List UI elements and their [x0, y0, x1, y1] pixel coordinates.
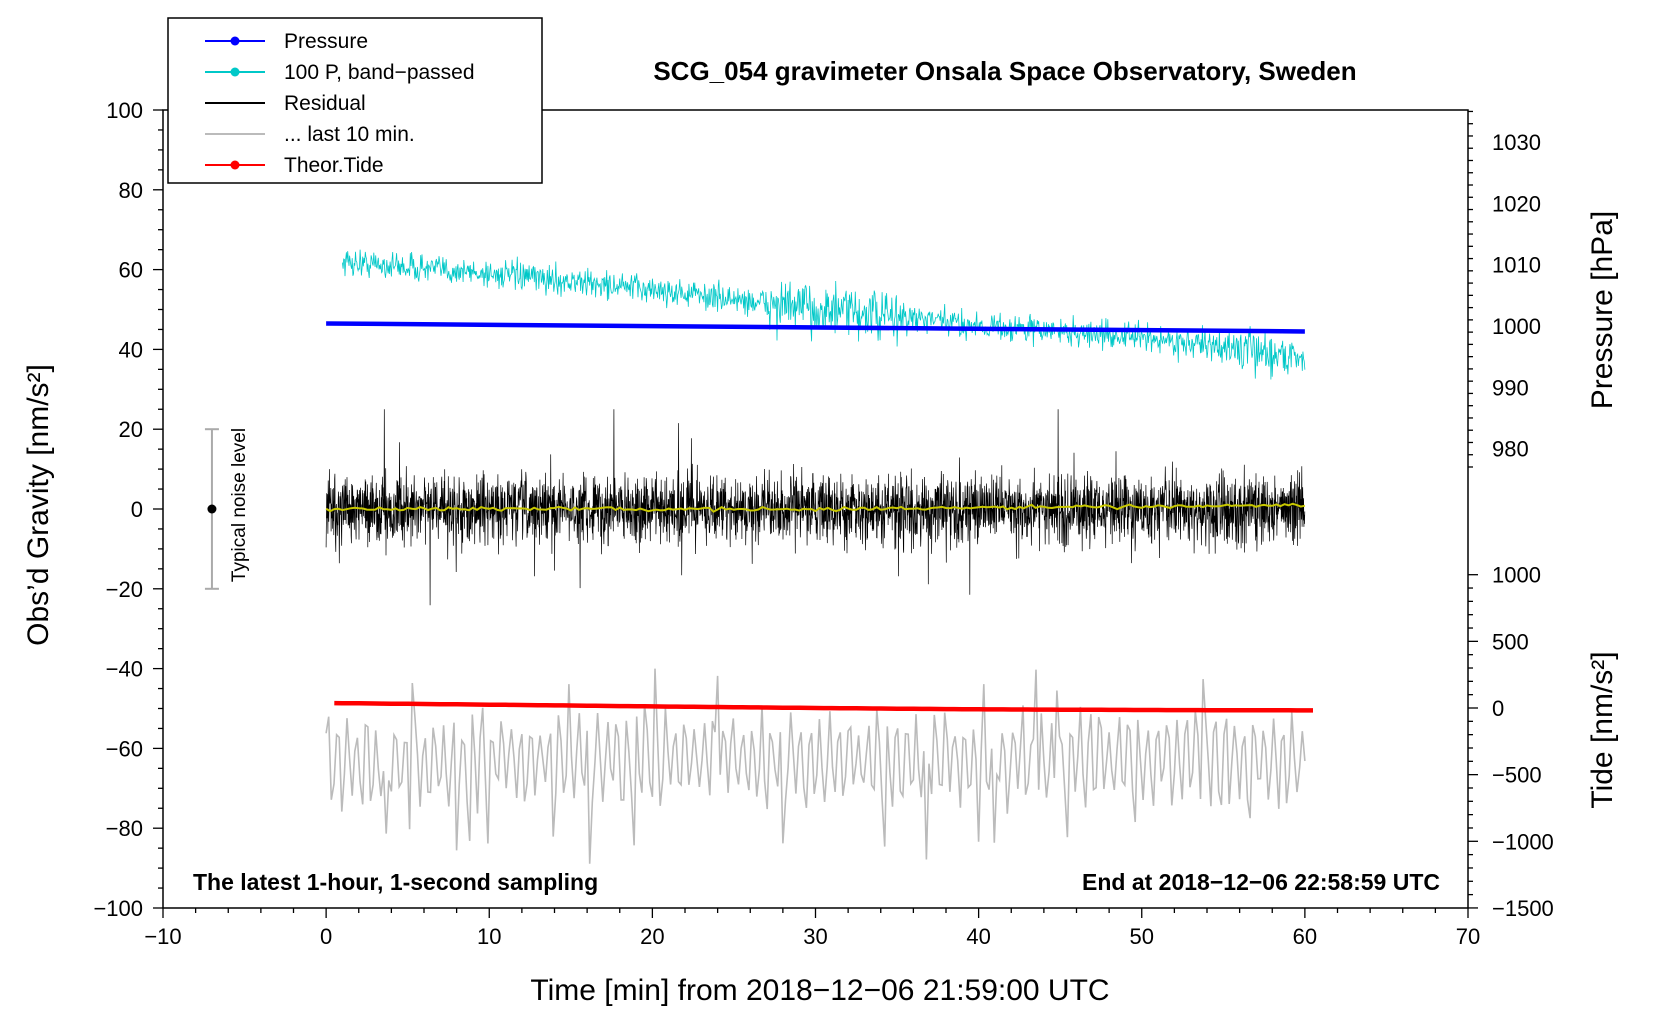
y-tick-label-pressure: 1030: [1492, 130, 1541, 155]
y-tick-label-left: 60: [119, 258, 143, 283]
y-tick-label-left: −100: [93, 896, 143, 921]
noise-level-label: Typical noise level: [229, 428, 250, 582]
y-tick-label-pressure: 1000: [1492, 314, 1541, 339]
series-residual-smoothed: [325, 502, 1306, 513]
x-tick-label: 50: [1130, 924, 1154, 949]
y-tick-label-pressure: 980: [1492, 437, 1529, 462]
y-tick-label-left: 0: [131, 497, 143, 522]
legend-label: ... last 10 min.: [284, 123, 415, 146]
x-tick-label: 30: [803, 924, 827, 949]
axes-layer: −10 0 10 20 30 40 50 60 70−100−80−60−40−20020406…: [93, 98, 1553, 949]
y-tick-label-left: −80: [106, 816, 143, 841]
y-tick-label-pressure: 1010: [1492, 253, 1541, 278]
x-tick-label: 0: [320, 924, 332, 949]
x-tick-label: 10: [477, 924, 501, 949]
y-tick-label-left: −40: [106, 657, 143, 682]
series-last-10-min: [325, 668, 1306, 864]
series-pressure: [326, 321, 1305, 334]
note-sampling: The latest 1-hour, 1-second sampling: [193, 869, 598, 895]
y-tick-label-tide: −1000: [1492, 829, 1554, 854]
noise-bar-center-dot: [207, 504, 217, 514]
y-tick-label-tide: 1000: [1492, 563, 1541, 588]
chart-title: SCG_054 gravimeter Onsala Space Observat…: [653, 56, 1356, 86]
legend-marker-1: [230, 67, 240, 77]
note-end-time: End at 2018−12−06 22:58:59 UTC: [1082, 869, 1440, 895]
y-tick-label-tide: 500: [1492, 629, 1529, 654]
y-tick-label-left: 40: [119, 337, 143, 362]
x-tick-label: −10: [144, 924, 181, 949]
series-theoretical-tide: [334, 700, 1313, 713]
x-tick-label: 60: [1293, 924, 1317, 949]
y-tick-label-left: 20: [119, 417, 143, 442]
legend-marker-4: [230, 160, 240, 170]
legend-label: 100 P, band−passed: [284, 61, 475, 84]
y-tick-label-tide: −1500: [1492, 896, 1554, 921]
legend-label: Theor.Tide: [284, 154, 384, 177]
x-tick-label: 70: [1456, 924, 1480, 949]
y-tick-label-left: −20: [106, 577, 143, 602]
y-tick-label-left: −60: [106, 736, 143, 761]
legend-box: [167, 17, 543, 184]
series-layer: [325, 249, 1313, 864]
x-tick-label: 40: [966, 924, 990, 949]
x-axis-title: Time [min] from 2018−12−06 21:59:00 UTC: [530, 974, 1109, 1007]
legend: Pressure 100 P, band−passed Residual ... la…: [167, 17, 543, 184]
y-tick-label-pressure: 1020: [1492, 191, 1541, 216]
noise-level-indicator: [204, 428, 219, 590]
y-tick-label-pressure: 990: [1492, 375, 1529, 400]
y-tick-label-left: 80: [119, 178, 143, 203]
y-tick-label-tide: −500: [1492, 763, 1542, 788]
legend-label: Pressure: [284, 30, 368, 53]
legend-marker-0: [230, 36, 240, 46]
y-tick-label-left: 100: [106, 98, 143, 123]
x-tick-label: 20: [640, 924, 664, 949]
y-tick-label-tide: 0: [1492, 696, 1504, 721]
legend-label: Residual: [284, 92, 366, 115]
y-axis-tide-title: Tide [nm/s²]: [1586, 651, 1619, 808]
series-residual: [325, 409, 1306, 606]
series-bandpassed-pressure: [342, 249, 1306, 380]
y-axis-pressure-title: Pressure [hPa]: [1586, 211, 1619, 409]
y-axis-left-title: Obs’d Gravity [nm/s²]: [22, 364, 55, 646]
